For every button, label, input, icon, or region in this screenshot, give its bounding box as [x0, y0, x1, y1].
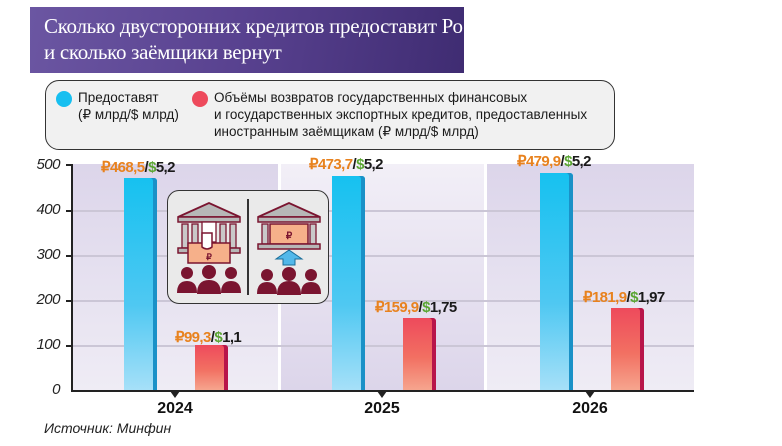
legend-item-provided: Предоставят (₽ млрд/$ млрд) [78, 89, 179, 123]
y-tick-label: 100 [36, 336, 60, 353]
y-tick [66, 210, 72, 212]
value-label-provided-2025: ₽473,7/$5,2 [309, 155, 383, 173]
gridline-200 [72, 300, 694, 302]
bar-provided-2024 [124, 178, 157, 390]
legend-swatch-provided-icon [56, 91, 72, 107]
usd-value: 5,2 [363, 156, 384, 173]
value-label-provided-2024: ₽468,5/$5,2 [101, 158, 175, 176]
usd-sign: $ [148, 159, 156, 176]
chart-title-line2: и сколько заёмщики вернут [44, 40, 282, 64]
y-tick-label: 200 [36, 291, 60, 308]
separator: / [626, 289, 631, 306]
legend-item-returned: Объёмы возвратов государственных финансо… [214, 89, 587, 140]
usd-value: 1,97 [637, 289, 665, 306]
rub-value: ₽181,9 [583, 289, 627, 306]
value-label-returned-2024: ₽99,3/$1,1 [175, 328, 242, 346]
y-tick [66, 164, 72, 166]
x-tick-marker-icon [377, 391, 387, 398]
legend: Предоставят (₽ млрд/$ млрд) Объёмы возвр… [45, 80, 615, 150]
rub-value: ₽473,7 [309, 156, 353, 173]
x-label-2026: 2026 [572, 400, 608, 417]
separator: / [560, 153, 565, 170]
gridline-400 [72, 210, 694, 212]
bank-lending-icon: ₽ [177, 202, 241, 294]
legend-label: Объёмы возвратов государственных финансо… [214, 90, 528, 105]
legend-label: Предоставят [78, 90, 159, 105]
y-tick [66, 300, 72, 302]
y-tick [66, 345, 72, 347]
bar-provided-2026 [540, 173, 573, 390]
y-tick-label: 400 [36, 201, 60, 218]
panel-2026 [487, 164, 694, 390]
bank-repayment-icon: ₽ [257, 202, 321, 295]
x-label-2024: 2024 [157, 400, 193, 417]
usd-value: 5,2 [571, 153, 592, 170]
gridline-100 [72, 345, 694, 347]
usd-value: 1,1 [222, 329, 242, 346]
card-divider [247, 199, 249, 295]
illustration-card: ₽ ₽ [167, 190, 329, 304]
bar-returned-2026 [611, 308, 644, 390]
usd-sign: $ [422, 299, 430, 316]
rub-value: ₽159,9 [375, 299, 419, 316]
usd-sign: $ [630, 289, 638, 306]
separator: / [418, 299, 423, 316]
value-label-returned-2026: ₽181,9/$1,97 [583, 288, 665, 306]
title-banner: Сколько двусторонних кредитов предостави… [30, 7, 502, 73]
usd-value: 5,2 [155, 159, 176, 176]
rub-value: ₽468,5 [101, 159, 145, 176]
bar-returned-2024 [195, 345, 228, 390]
svg-text:₽: ₽ [286, 231, 293, 242]
x-tick-marker-icon [170, 391, 180, 398]
rub-value: ₽99,3 [175, 329, 211, 346]
legend-label: (₽ млрд/$ млрд) [78, 107, 179, 122]
y-tick [66, 255, 72, 257]
usd-sign: $ [564, 153, 572, 170]
y-tick-label: 0 [52, 381, 60, 398]
legend-label: иностранным заёмщикам (₽ млрд/$ млрд) [214, 124, 479, 139]
y-tick-label: 300 [36, 246, 60, 263]
chart-title-line1: Сколько двусторонних кредитов предостави… [44, 14, 502, 38]
svg-text:₽: ₽ [206, 252, 212, 262]
legend-label: и государственных экспортных кредитов, п… [214, 107, 588, 122]
usd-sign: $ [214, 329, 223, 346]
usd-sign: $ [356, 156, 364, 173]
x-axis [71, 390, 694, 392]
value-label-returned-2025: ₽159,9/$1,75 [375, 298, 457, 316]
separator: / [352, 156, 357, 173]
y-tick-label: 500 [36, 156, 60, 173]
bar-returned-2025 [403, 318, 436, 390]
value-label-provided-2026: ₽479,9/$5,2 [517, 152, 591, 170]
gridline-300 [72, 255, 694, 257]
rub-value: ₽479,9 [517, 153, 561, 170]
bar-provided-2025 [332, 176, 365, 390]
x-label-2025: 2025 [364, 400, 400, 417]
separator: / [144, 159, 149, 176]
legend-swatch-returned-icon [192, 91, 208, 107]
y-axis [71, 164, 73, 391]
source-note: Источник: Минфин [44, 420, 172, 436]
usd-value: 1,75 [429, 299, 457, 316]
separator: / [210, 329, 215, 346]
x-tick-marker-icon [585, 391, 595, 398]
